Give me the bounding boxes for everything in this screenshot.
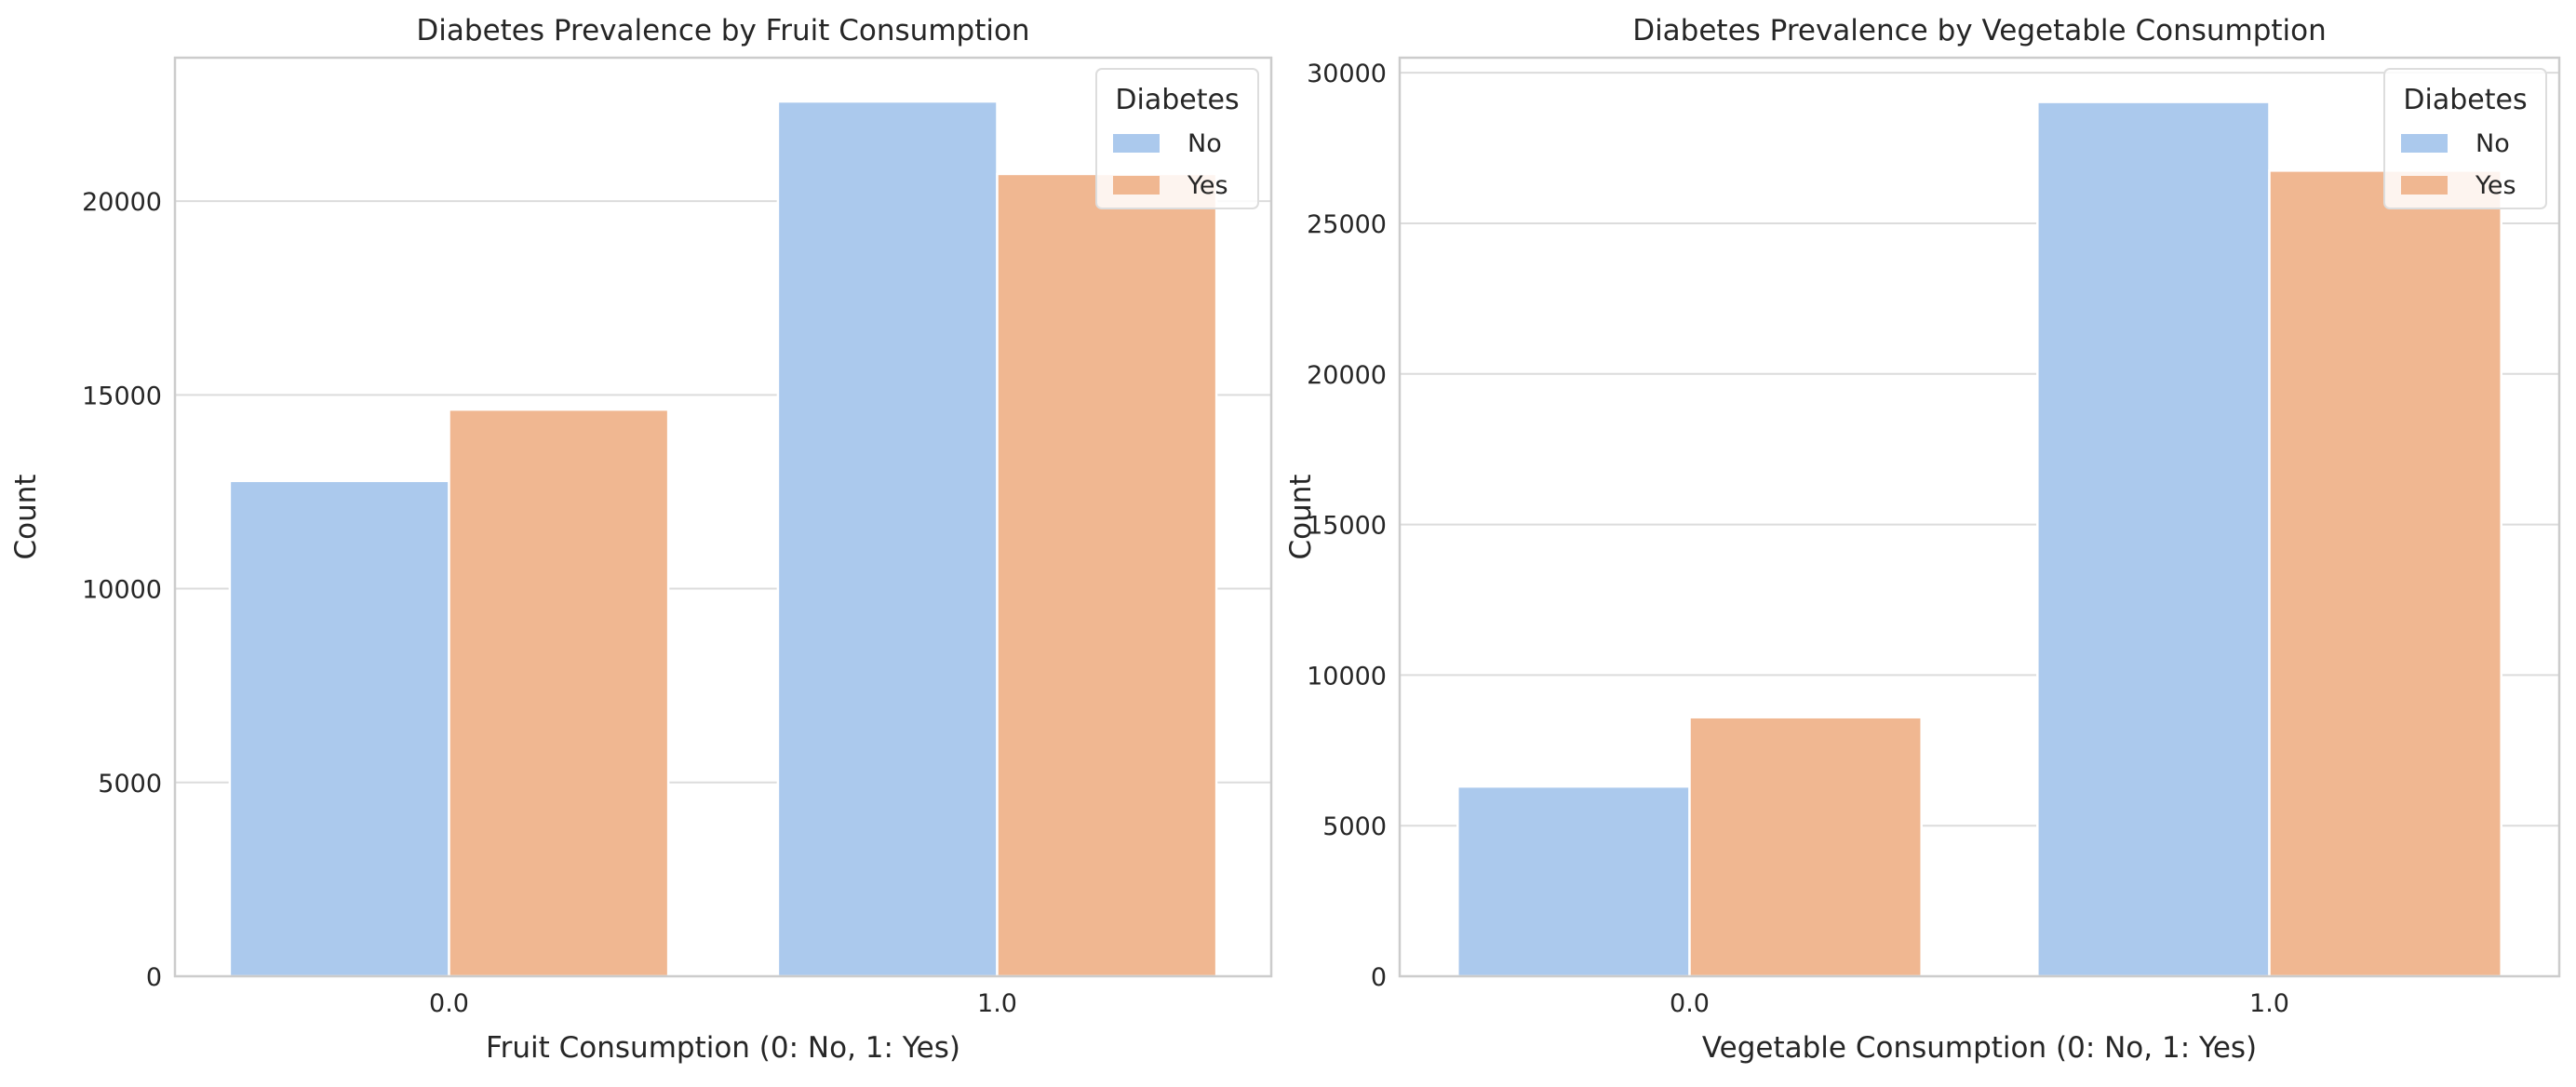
y-tick-label: 5000 xyxy=(1322,812,1387,841)
y-tick-label: 15000 xyxy=(1307,512,1387,541)
bar-yes-0.0 xyxy=(448,408,670,978)
y-axis-label: Count xyxy=(1288,474,1318,559)
legend-label-no: No xyxy=(1187,129,1222,158)
x-tick-label: 1.0 xyxy=(2249,989,2289,1018)
legend-swatch-no xyxy=(1113,134,1160,153)
legend-box xyxy=(2383,68,2547,209)
plot-frame xyxy=(173,56,1273,978)
bar-no-0.0 xyxy=(1456,785,1691,978)
y-tick-label: 10000 xyxy=(1307,662,1387,691)
bar-yes-0.0 xyxy=(1688,716,1923,978)
chart-fruit-consumption: 0 5000 10000 15000 20000 0.0 1.0 Diabetes Preva… xyxy=(9,14,1273,1065)
legend-label-yes: Yes xyxy=(1187,171,1228,200)
x-axis-label: Vegetable Consumption (0: No, 1: Yes) xyxy=(1702,1031,2257,1065)
x-tick-label: 0.0 xyxy=(429,989,469,1018)
y-tick-label: 0 xyxy=(1371,963,1387,992)
legend-swatch-yes xyxy=(2401,176,2448,195)
y-tick-label: 10000 xyxy=(82,576,162,605)
x-axis-label: Fruit Consumption (0: No, 1: Yes) xyxy=(486,1031,960,1065)
y-tick-label: 0 xyxy=(146,963,162,992)
legend-title: Diabetes xyxy=(1115,84,1239,116)
y-tick-label: 25000 xyxy=(1307,210,1387,239)
legend-title: Diabetes xyxy=(2403,84,2527,116)
x-tick-label: 0.0 xyxy=(1670,989,1710,1018)
y-tick-label: 20000 xyxy=(82,188,162,217)
plot-frame xyxy=(1398,56,2561,978)
chart-title: Diabetes Prevalence by Fruit Consumption xyxy=(416,14,1029,47)
bar-no-1.0 xyxy=(776,100,999,978)
bar-no-1.0 xyxy=(2036,101,2271,978)
y-axis-label: Count xyxy=(9,474,43,559)
bar-yes-1.0 xyxy=(996,172,1218,978)
bar-no-0.0 xyxy=(228,479,450,978)
x-tick-label: 1.0 xyxy=(977,989,1017,1018)
legend-swatch-yes xyxy=(1113,176,1160,195)
legend-box xyxy=(1095,68,1259,209)
y-tick-label: 15000 xyxy=(82,382,162,410)
legend-swatch-no xyxy=(2401,134,2448,153)
bar-yes-1.0 xyxy=(2268,169,2502,978)
chart-vegetable-consumption: 0 5000 10000 15000 20000 25000 30000 0.0 1.0 Diab… xyxy=(1288,14,2561,1065)
legend-label-no: No xyxy=(2475,129,2510,158)
y-tick-label: 20000 xyxy=(1307,361,1387,390)
y-tick-label: 5000 xyxy=(98,770,162,798)
chart-title: Diabetes Prevalence by Vegetable Consump… xyxy=(1632,14,2327,47)
legend-label-yes: Yes xyxy=(2475,171,2516,200)
y-tick-label: 30000 xyxy=(1307,60,1387,88)
